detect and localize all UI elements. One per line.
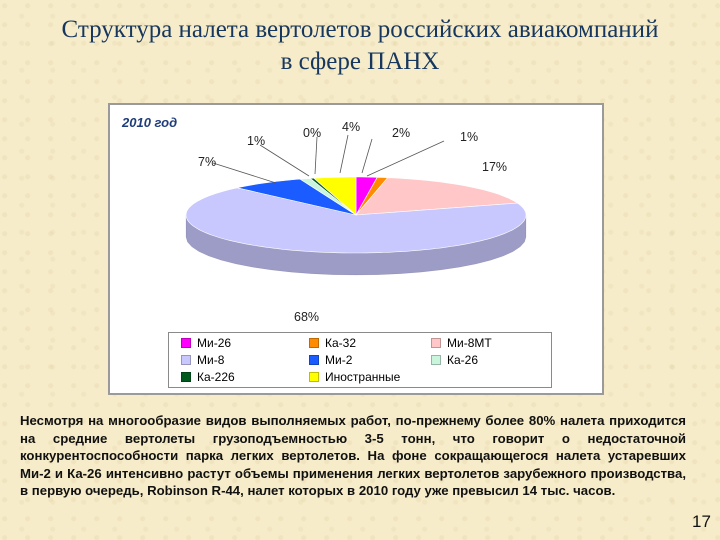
pie-slice-Иностранные: [313, 176, 357, 216]
leader-line-Иностранные: [339, 134, 349, 174]
legend-label: Ка-26: [447, 353, 479, 367]
legend-label: Ка-32: [325, 336, 357, 350]
legend-swatch: [181, 355, 191, 365]
legend-label: Ми-8МТ: [447, 336, 492, 350]
legend-item-Ми-2: Ми-2: [309, 352, 352, 368]
legend-item-Иностранные: Иностранные: [309, 369, 400, 385]
legend-label: Иностранные: [325, 370, 401, 384]
legend-swatch: [181, 372, 191, 382]
legend-label: Ми-26: [197, 336, 232, 350]
data-label-Иностранные: 4%: [342, 120, 360, 134]
legend-label: Ми-2: [325, 353, 353, 367]
chart-subtitle: 2010 год: [122, 115, 178, 130]
leader-line-Ка-26: [259, 144, 310, 177]
leader-line-Ка-226: [314, 136, 318, 175]
chart-legend: Ми-26 Ка-32 Ми-8МТ Ми-8 Ми-2 Ка-26 Ка-226 Иност…: [168, 332, 552, 388]
legend-item-Ми-26: Ми-26: [181, 335, 231, 351]
pie-slice-Ми-8: [185, 187, 527, 254]
legend-swatch: [309, 372, 319, 382]
leader-line-Ка-32: [366, 140, 445, 177]
data-label-Ка-26: 1%: [247, 134, 265, 148]
legend-item-Ми-8МТ: Ми-8МТ: [431, 335, 492, 351]
legend-swatch: [309, 355, 319, 365]
legend-label: Ка-226: [197, 370, 235, 384]
slide-title: Структура налета вертолетов российских а…: [61, 16, 659, 75]
data-label-Ка-226: 0%: [303, 126, 321, 140]
legend-swatch: [431, 338, 441, 348]
legend-item-Ми-8: Ми-8: [181, 352, 224, 368]
legend-swatch: [431, 355, 441, 365]
pie-slice-Ми-2: [237, 178, 357, 216]
data-label-Ми-26: 2%: [392, 126, 410, 140]
leader-line-Ми-26: [361, 138, 373, 174]
legend-label: Ми-8: [197, 353, 225, 367]
data-label-Ми-8МТ: 17%: [482, 160, 507, 174]
slide-body-text: Несмотря на многообразие видов выполняем…: [20, 413, 686, 498]
legend-swatch: [181, 338, 191, 348]
legend-swatch: [309, 338, 319, 348]
data-label-Ка-32: 1%: [460, 130, 478, 144]
pie-chart: 2% 1% 17% 68% 7% 1% 0% 4% 2010 год Ми-26 Ка-32 Ми…: [108, 103, 604, 395]
pie-slice-Ми-8МТ: [355, 177, 519, 216]
legend-item-Ка-26: Ка-26: [431, 352, 478, 368]
data-label-Ми-8: 68%: [294, 310, 319, 324]
leader-line-Ми-2: [212, 162, 277, 184]
legend-item-Ка-226: Ка-226: [181, 369, 235, 385]
pie-chart-canvas: 2% 1% 17% 68% 7% 1% 0% 4%: [185, 120, 527, 324]
page-number: 17: [692, 512, 711, 531]
data-label-Ми-2: 7%: [198, 155, 216, 169]
legend-item-Ка-32: Ка-32: [309, 335, 356, 351]
